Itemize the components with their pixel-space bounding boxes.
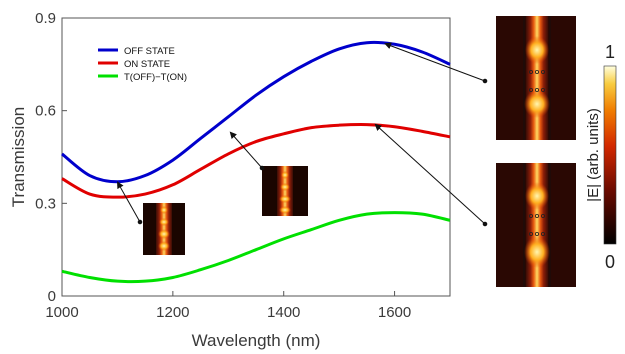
series-line-difference bbox=[61, 211, 451, 284]
legend: OFF STATE ON STATE T(OFF)−T(ON) bbox=[98, 46, 187, 83]
y-tick-label: 0.9 bbox=[35, 10, 56, 27]
y-tick-label: 0.3 bbox=[35, 195, 56, 212]
colorbar-gradient bbox=[603, 65, 617, 245]
field-inset-min bbox=[143, 203, 185, 255]
legend-label-off-state: OFF STATE bbox=[124, 46, 175, 57]
colorbar: 1 0 |E| (arb. units) bbox=[585, 42, 617, 272]
series-layer bbox=[61, 40, 451, 284]
x-tick-label: 1200 bbox=[156, 304, 189, 321]
arrow-on-peak bbox=[374, 123, 486, 225]
field-map-on-state bbox=[496, 163, 576, 287]
x-axis-label: Wavelength (nm) bbox=[192, 331, 321, 350]
annotation-arrows bbox=[117, 42, 488, 227]
x-tick-label: 1000 bbox=[45, 304, 78, 321]
colorbar-axis-label: |E| (arb. units) bbox=[585, 108, 602, 202]
x-tick-label: 1600 bbox=[378, 304, 411, 321]
field-inset-mid bbox=[262, 166, 308, 216]
legend-label-on-state: ON STATE bbox=[124, 59, 170, 70]
arrow-off-peak bbox=[384, 42, 486, 82]
plot-frame bbox=[61, 17, 451, 297]
y-ticks: 0 0.3 0.6 0.9 bbox=[35, 10, 67, 305]
legend-label-difference: T(OFF)−T(ON) bbox=[124, 72, 187, 83]
y-axis-label: Transmission bbox=[9, 107, 28, 207]
arrow-min bbox=[117, 181, 141, 223]
colorbar-min-label: 0 bbox=[605, 252, 615, 272]
y-tick-label: 0 bbox=[48, 288, 56, 305]
arrow-mid bbox=[229, 131, 263, 169]
y-tick-label: 0.6 bbox=[35, 103, 56, 120]
x-tick-label: 1400 bbox=[267, 304, 300, 321]
x-ticks: 1000 1200 1400 1600 bbox=[45, 291, 411, 321]
colorbar-max-label: 1 bbox=[605, 42, 615, 62]
field-map-off-state bbox=[496, 16, 576, 140]
